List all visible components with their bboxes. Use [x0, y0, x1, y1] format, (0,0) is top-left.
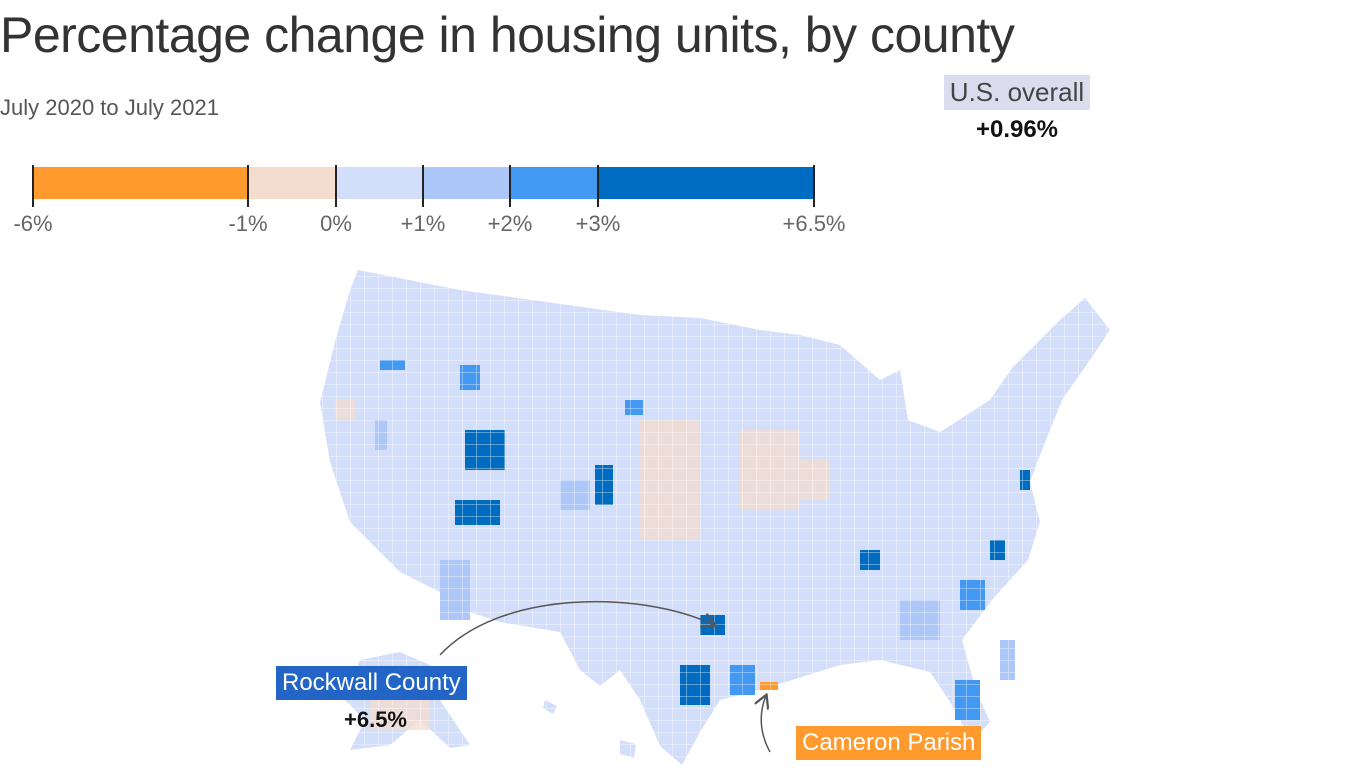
- legend-tick-label: +6.5%: [782, 211, 846, 236]
- county-patch: [860, 550, 880, 570]
- county-patch: [465, 430, 505, 470]
- us-overall-label: U.S. overall: [943, 75, 1091, 110]
- county-patch: [740, 430, 800, 510]
- chart-subtitle: July 2020 to July 2021: [0, 95, 219, 120]
- county-patch: [900, 600, 940, 640]
- county-patch: [440, 600, 470, 620]
- legend-bin: [510, 167, 598, 199]
- legend-tick: [247, 165, 249, 207]
- legend-bin: [336, 167, 423, 199]
- county-patch: [960, 580, 985, 610]
- color-legend: -6% -1% 0% +1% +2% +3% +6.5%: [0, 165, 860, 240]
- us-overall-value: +0.96%: [975, 116, 1059, 143]
- county-patch: [560, 480, 590, 510]
- county-patch: [625, 400, 643, 415]
- legend-tick: [509, 165, 511, 207]
- county-patch: [1000, 640, 1015, 680]
- county-patch: [800, 460, 830, 500]
- county-patch: [990, 540, 1005, 560]
- legend-tick-label: +1%: [400, 211, 446, 236]
- legend-tick: [335, 165, 337, 207]
- rockwall-value: +6.5%: [344, 707, 407, 732]
- county-patch: [1020, 470, 1030, 490]
- legend-tick-label: -6%: [13, 211, 53, 236]
- legend-tick: [422, 165, 424, 207]
- county-patch: [455, 500, 500, 525]
- rockwall-label: Rockwall County: [276, 666, 467, 700]
- legend-bin: [33, 167, 248, 199]
- county-patch: [680, 665, 710, 705]
- county-patch: [440, 560, 470, 600]
- chart-title: Percentage change in housing units, by c…: [0, 7, 1015, 63]
- county-patch: [955, 680, 980, 720]
- legend-tick: [813, 165, 815, 207]
- county-patch: [640, 420, 700, 540]
- county-patch: [460, 365, 480, 390]
- legend-bin: [598, 167, 814, 199]
- county-patch: [380, 360, 405, 370]
- cameron-arrow: [761, 696, 771, 753]
- county-patch: [760, 682, 778, 690]
- legend-tick-label: +3%: [575, 211, 621, 236]
- legend-bin: [248, 167, 336, 199]
- county-patch: [335, 400, 355, 420]
- county-patch: [730, 665, 755, 695]
- cameron-label: Cameron Parish: [796, 726, 982, 760]
- county-patch: [375, 420, 387, 450]
- us-overall: U.S. overall +0.96%: [937, 75, 1097, 144]
- legend-tick: [32, 165, 34, 207]
- legend-tick-label: 0%: [320, 211, 352, 236]
- legend-tick: [597, 165, 599, 207]
- county-patch: [595, 465, 613, 505]
- hawaii: [543, 700, 636, 758]
- legend-bin: [423, 167, 510, 199]
- legend-tick-label: +2%: [487, 211, 533, 236]
- legend-tick-label: -1%: [228, 211, 268, 236]
- rockwall-arrow: [439, 600, 714, 656]
